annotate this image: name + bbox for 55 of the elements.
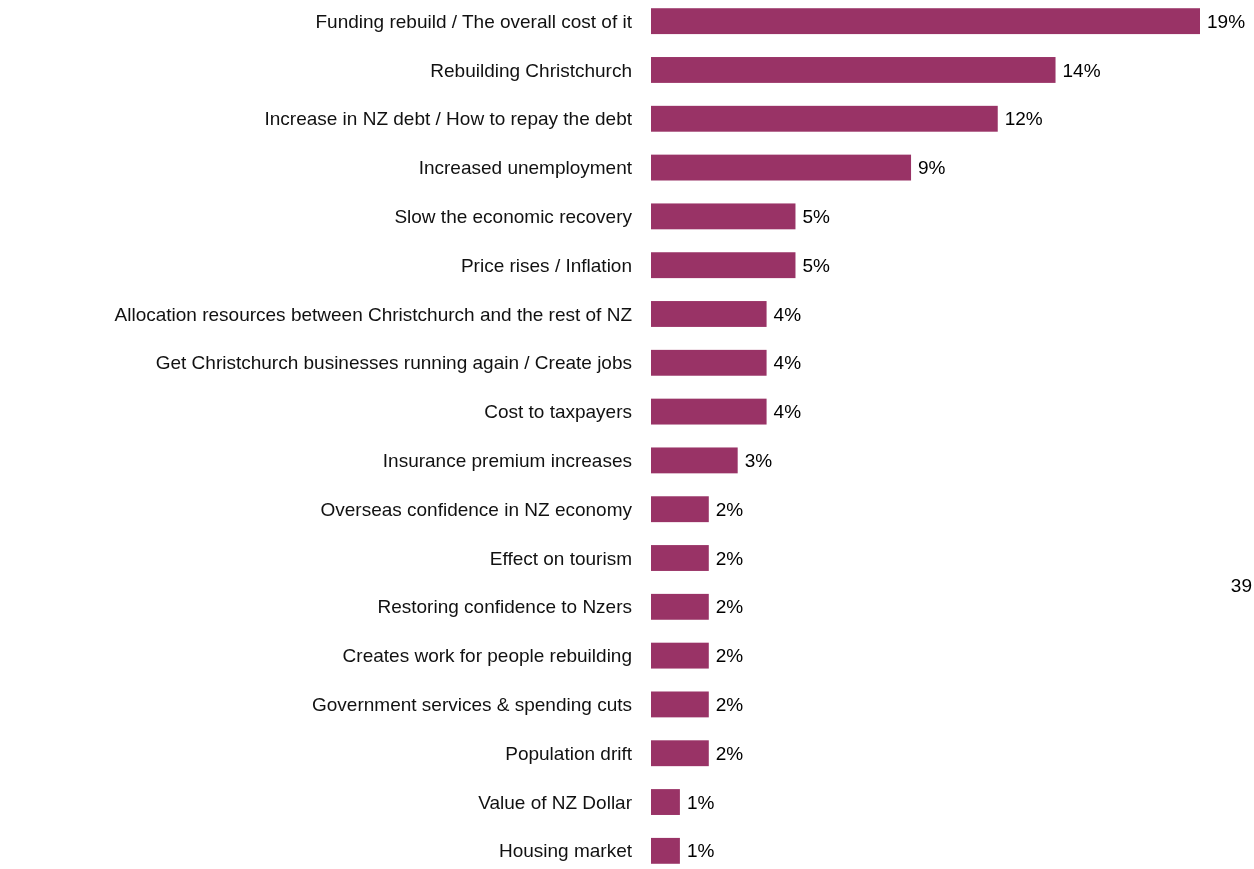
data-label: 9% [918, 157, 946, 179]
bar [651, 57, 1056, 83]
bar [651, 203, 796, 230]
bar [651, 447, 738, 474]
data-label: 2% [715, 694, 744, 716]
y-tick-label: Cost to taxpayers [484, 401, 632, 423]
bar [651, 301, 767, 327]
y-tick-label: Overseas confidence in NZ economy [320, 498, 633, 520]
data-label: 19% [1207, 10, 1246, 32]
bar [651, 349, 767, 376]
bar [651, 789, 680, 815]
bar [651, 740, 709, 767]
data-label: 2% [715, 547, 744, 569]
bar [651, 642, 709, 669]
bar [651, 837, 680, 864]
data-label: 5% [802, 206, 831, 228]
y-tick-label: Funding rebuild / The overall cost of it [315, 10, 633, 32]
bar [651, 252, 796, 279]
y-tick-label: Effect on tourism [489, 547, 632, 569]
data-label: 1% [686, 791, 715, 813]
y-tick-label: Price rises / Inflation [460, 254, 632, 276]
data-label: 2% [715, 596, 744, 618]
y-tick-label: Value of NZ Dollar [478, 791, 633, 813]
y-tick-label: Restoring confidence to Nzers [377, 596, 632, 618]
y-tick-label: Insurance premium increases [382, 450, 632, 472]
data-label: 2% [715, 742, 744, 764]
bar [651, 496, 709, 523]
data-label: 4% [773, 352, 802, 374]
data-label: 14% [1062, 59, 1101, 81]
y-tick-label: Slow the economic recovery [394, 206, 633, 228]
bar [651, 154, 912, 181]
y-tick-label: Increase in NZ debt / How to repay the debt [264, 108, 633, 130]
data-label: 2% [715, 645, 744, 667]
y-tick-label: Population drift [505, 742, 633, 764]
bar [651, 398, 767, 425]
y-tick-label: Get Christchurch businesses running again / Create jobs [155, 352, 632, 374]
bar [651, 8, 1200, 35]
y-tick-label: Rebuilding Christchurch [430, 59, 632, 81]
y-tick-label: Creates work for people rebuilding [342, 645, 632, 667]
bar [651, 105, 998, 132]
data-label: 2% [715, 498, 744, 520]
data-label: 12% [1004, 108, 1043, 130]
data-label: 3% [744, 450, 773, 472]
data-label: 4% [773, 303, 802, 325]
y-tick-label: Government services & spending cuts [312, 694, 632, 716]
bar [651, 691, 709, 718]
text: 39 [1230, 574, 1252, 596]
data-label: 1% [686, 840, 715, 862]
bar [651, 545, 709, 571]
y-tick-label: Housing market [498, 840, 633, 862]
bar [651, 593, 709, 620]
y-tick-label: Allocation resources between Christchurch and the rest of NZ [114, 303, 633, 325]
data-label: 5% [802, 254, 831, 276]
y-tick-label: Increased unemployment [418, 157, 633, 179]
data-label: 4% [773, 401, 802, 423]
